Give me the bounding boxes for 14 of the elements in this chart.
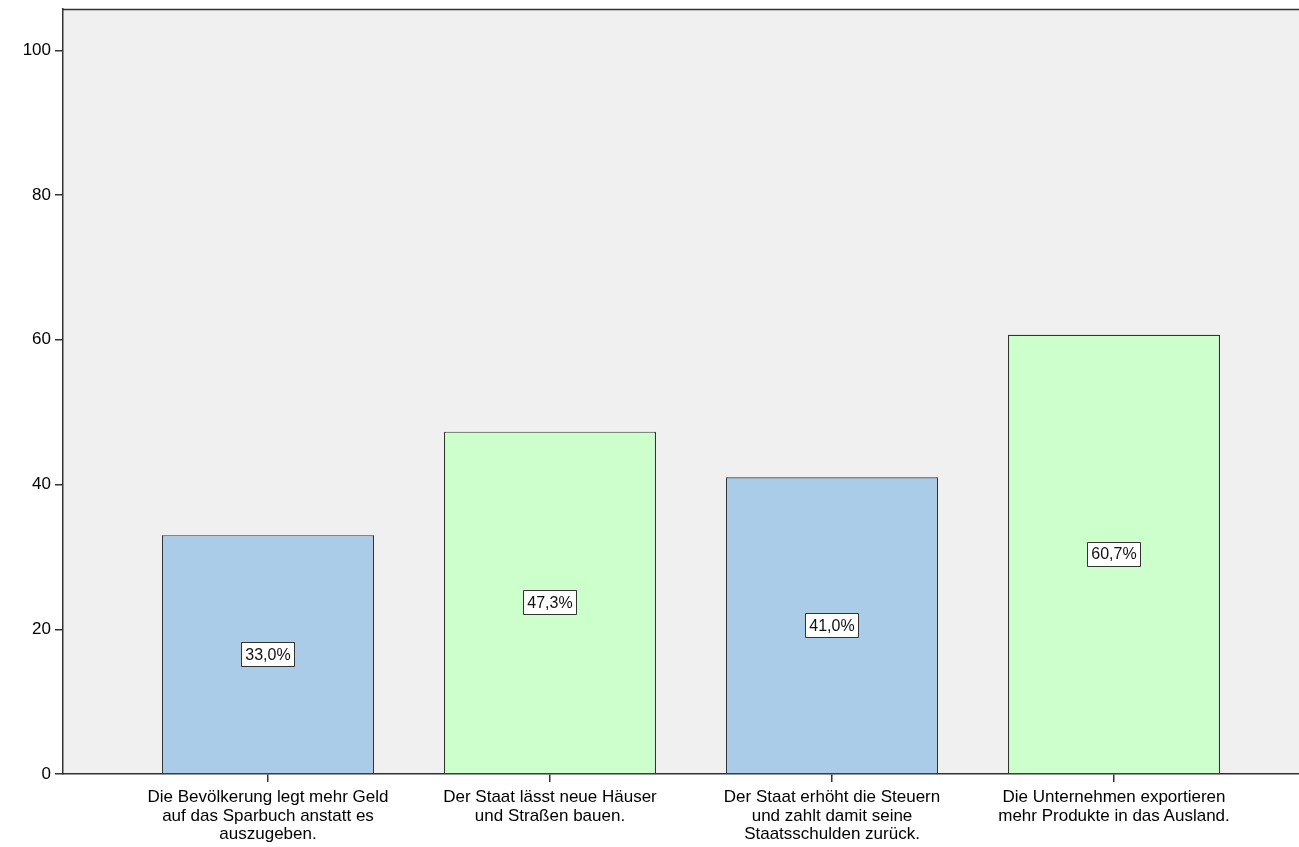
data-label: 60,7%: [1091, 545, 1137, 563]
y-tick-label: 0: [41, 763, 51, 783]
x-tick-label: Der Staat erhöht die Steuern und zahlt damit seine Staatsschulden zurück.: [723, 787, 941, 844]
data-label: 41,0%: [809, 616, 855, 634]
y-tick-label: 60: [32, 329, 51, 349]
y-tick-label: 100: [22, 39, 51, 59]
y-tick-label: 20: [32, 618, 51, 638]
y-tick-label: 40: [32, 474, 51, 494]
x-tick-label: Der Staat lässt neue Häuser und Straßen bauen.: [443, 787, 658, 825]
data-label: 47,3%: [527, 593, 573, 611]
x-tick-label: Die Bevölkerung legt mehr Geld auf das Sparbuch anstatt es auszugeben.: [147, 787, 389, 844]
x-tick-label: Die Unternehmen exportieren mehr Produkte in das Ausland.: [998, 787, 1230, 825]
y-tick-label: 80: [32, 184, 51, 204]
data-label: 33,0%: [245, 645, 291, 663]
